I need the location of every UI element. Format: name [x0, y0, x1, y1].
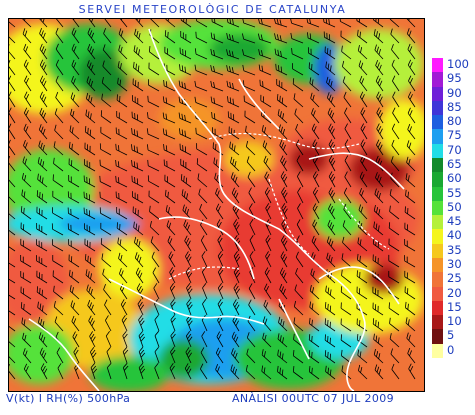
legend-row: 55	[430, 185, 475, 201]
field-description: V(kt) I RH(%) 500hPa	[6, 392, 131, 405]
legend-label: 5	[447, 328, 455, 343]
legend-swatch	[432, 72, 443, 87]
humidity-field	[9, 19, 424, 391]
legend-row: 15	[430, 299, 475, 316]
legend-swatch	[432, 86, 443, 101]
legend-swatch	[432, 58, 443, 73]
legend-label: 70	[447, 142, 462, 157]
legend-row: 65	[430, 157, 475, 173]
legend-label: 55	[447, 185, 462, 200]
legend-swatch	[432, 158, 443, 173]
legend-label: 60	[447, 171, 462, 186]
legend-label: 45	[447, 214, 462, 229]
legend-row: 0	[430, 342, 475, 358]
humidity-wind-map	[8, 18, 425, 392]
legend-label: 65	[447, 157, 462, 171]
legend-swatch	[432, 143, 443, 158]
map-canvas	[9, 19, 424, 391]
legend-row: 75	[430, 128, 475, 144]
legend-swatch	[432, 172, 443, 187]
legend-row: 20	[430, 285, 475, 301]
legend-row: 25	[430, 271, 475, 287]
legend-swatch	[432, 286, 443, 301]
legend-swatch	[432, 115, 443, 130]
legend-label: 15	[447, 299, 462, 314]
legend-label: 80	[447, 114, 462, 129]
legend-swatch	[432, 243, 443, 258]
legend-row: 100	[430, 57, 475, 73]
legend-swatch	[432, 129, 443, 144]
legend-swatch	[432, 215, 443, 230]
legend-row: 90	[430, 85, 475, 101]
legend-swatch	[432, 272, 443, 287]
legend-swatch	[432, 200, 443, 216]
coastline	[28, 28, 405, 391]
legend-row: 60	[430, 171, 475, 187]
legend-label: 35	[447, 242, 462, 257]
legend-label: 90	[447, 85, 462, 100]
legend-row: 50	[430, 199, 475, 216]
legend-swatch	[432, 186, 443, 201]
agency-title: SERVEI METEOROLÒGIC DE CATALUNYA	[78, 3, 347, 16]
legend-row: 95	[430, 71, 475, 87]
legend-label: 40	[447, 228, 462, 243]
legend-label: 0	[447, 342, 455, 357]
legend-label: 50	[447, 199, 462, 214]
legend-swatch	[432, 229, 443, 244]
legend-label: 100	[447, 57, 469, 71]
legend-label: 10	[447, 314, 462, 329]
legend-label: 95	[447, 71, 462, 86]
legend-row: 35	[430, 242, 475, 258]
legend-swatch	[432, 329, 443, 344]
legend-swatch	[432, 343, 443, 358]
legend-label: 20	[447, 285, 462, 300]
legend-swatch	[432, 258, 443, 273]
legend-row: 10	[430, 314, 475, 330]
political-borders	[168, 132, 390, 280]
legend-swatch	[432, 300, 443, 316]
legend-swatch	[432, 315, 443, 330]
humidity-legend: 100 95 90 85 80 75 70 65 60 55 50 45 40 35 30 25 20 15 10 5…	[430, 58, 475, 358]
legend-swatch	[432, 100, 443, 116]
legend-row: 45	[430, 214, 475, 230]
legend-row: 80	[430, 114, 475, 130]
legend-label: 25	[447, 271, 462, 286]
wind-barbs	[9, 19, 416, 380]
legend-label: 30	[447, 257, 462, 271]
legend-label: 75	[447, 128, 462, 143]
legend-label: 85	[447, 99, 462, 114]
legend-row: 5	[430, 328, 475, 344]
legend-row: 40	[430, 228, 475, 244]
legend-row: 30	[430, 257, 475, 273]
analysis-time: ANÀLISI 00UTC 07 JUL 2009	[232, 392, 395, 405]
legend-row: 70	[430, 142, 475, 158]
legend-row: 85	[430, 99, 475, 116]
